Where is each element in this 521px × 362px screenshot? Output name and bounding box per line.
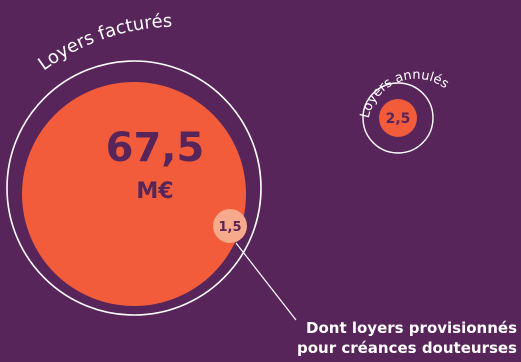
loyers-factures-inner: [22, 82, 246, 306]
provisions-label-line2: pour créances douteurses: [297, 339, 517, 357]
loyers-annules-value: 2,5: [386, 111, 411, 127]
loyers-factures-unit: M€: [136, 179, 173, 204]
provisions-label-line1: Dont loyers provisionnés: [306, 319, 517, 337]
loyers-factures-value: 67,5: [106, 125, 205, 171]
provisions-value: 1,5: [218, 220, 241, 235]
provisions-leader-line: [236, 243, 296, 320]
